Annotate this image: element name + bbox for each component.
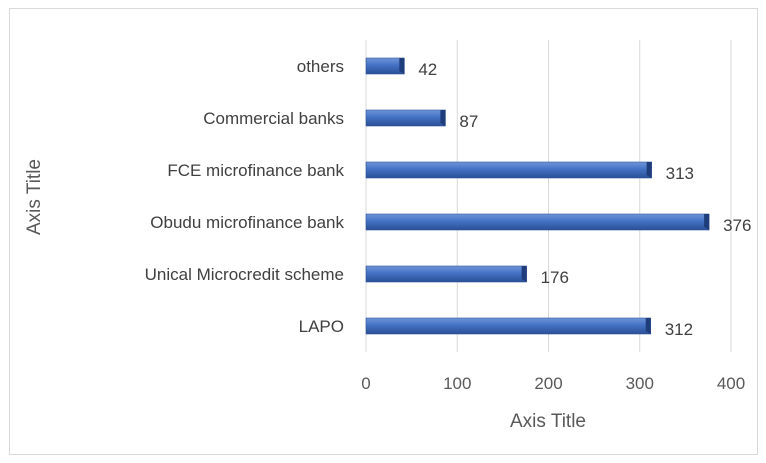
bar-body [365,265,527,283]
bar [365,161,652,179]
bar [365,317,652,335]
bar-cap [704,214,710,230]
data-label: 176 [541,268,569,287]
bar [365,213,710,231]
bars [365,57,710,335]
bar [365,109,446,127]
bar-body [365,213,710,231]
bar-body [365,109,446,127]
x-tick-label: 400 [717,374,745,393]
bar [365,57,405,75]
gridlines [365,40,732,352]
x-tick-label: 0 [361,374,370,393]
data-label: 312 [665,320,693,339]
bar-cap [646,162,652,178]
bar-body [365,161,652,179]
bar-cap [645,318,651,334]
data-label: 376 [723,216,751,235]
bar [365,265,527,283]
data-label: 87 [459,112,478,131]
bar-cap [521,266,527,282]
data-labels: 312 176 376 313 87 42 [418,60,751,339]
data-label: 42 [418,60,437,79]
bar-cap [399,58,405,74]
x-tick-labels: 0 100 200 300 400 [361,374,745,393]
category-label: Unical Microcredit scheme [145,265,344,284]
category-labels: LAPO Unical Microcredit scheme Obudu micro… [145,57,345,336]
category-label: LAPO [299,317,344,336]
x-axis-title: Axis Title [510,411,586,432]
x-tick-label: 200 [534,374,562,393]
category-label: Commercial banks [203,109,344,128]
bar-body [365,57,405,75]
x-tick-label: 300 [626,374,654,393]
y-axis-title: Axis Title [24,159,45,235]
category-label: Obudu microfinance bank [150,213,344,232]
chart-area [9,8,758,455]
data-label: 313 [666,164,694,183]
bar-cap [440,110,446,126]
category-label: others [297,57,344,76]
bar-body [365,317,652,335]
category-label: FCE microfinance bank [167,161,344,180]
x-tick-label: 100 [443,374,471,393]
